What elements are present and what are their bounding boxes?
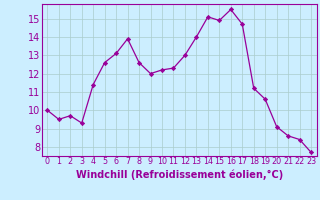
X-axis label: Windchill (Refroidissement éolien,°C): Windchill (Refroidissement éolien,°C) — [76, 169, 283, 180]
